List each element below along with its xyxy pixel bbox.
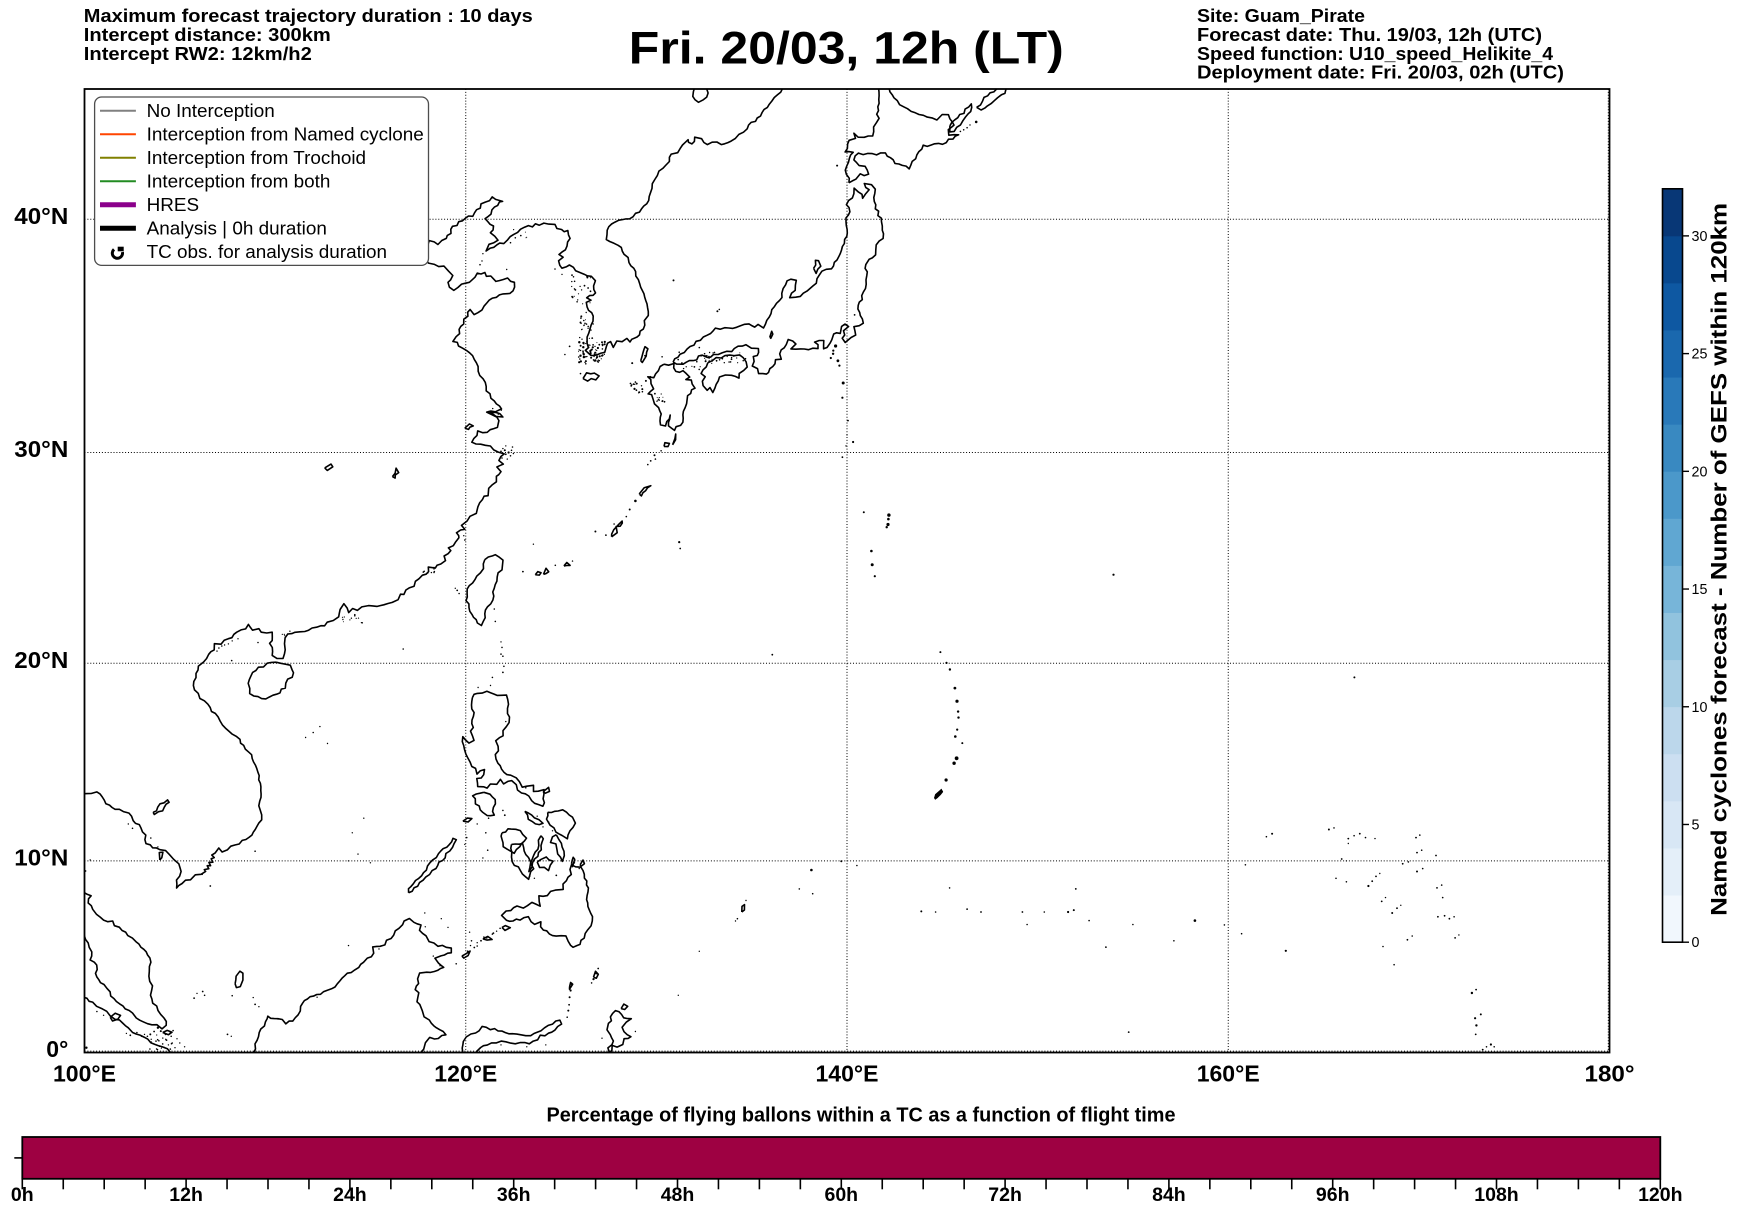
svg-text:Interception from Named cyclon: Interception from Named cyclone bbox=[147, 125, 424, 146]
svg-text:Named cyclones forecast - Numb: Named cyclones forecast - Number of GEFS… bbox=[1707, 203, 1732, 916]
svg-text:24h: 24h bbox=[333, 1184, 367, 1206]
svg-text:180°: 180° bbox=[1585, 1060, 1635, 1086]
svg-text:60h: 60h bbox=[824, 1184, 858, 1206]
svg-text:160°E: 160°E bbox=[1197, 1060, 1260, 1086]
svg-text:0°: 0° bbox=[46, 1036, 68, 1062]
svg-text:Analysis | 0h duration: Analysis | 0h duration bbox=[147, 219, 327, 240]
svg-text:12h: 12h bbox=[169, 1184, 203, 1206]
svg-text:Site: Guam_Pirate: Site: Guam_Pirate bbox=[1197, 5, 1365, 26]
svg-text:120°E: 120°E bbox=[434, 1060, 497, 1086]
svg-text:TC obs. for analysis duration: TC obs. for analysis duration bbox=[147, 242, 387, 263]
svg-text:40°N: 40°N bbox=[14, 203, 68, 229]
svg-text:Maximum forecast trajectory du: Maximum forecast trajectory duration : 1… bbox=[84, 5, 533, 26]
svg-text:48h: 48h bbox=[661, 1184, 695, 1206]
svg-text:No Interception: No Interception bbox=[147, 101, 275, 122]
svg-text:10: 10 bbox=[1692, 700, 1708, 716]
svg-text:Fri. 20/03, 12h (LT): Fri. 20/03, 12h (LT) bbox=[629, 23, 1064, 74]
svg-text:30: 30 bbox=[1692, 229, 1708, 245]
svg-text:120h: 120h bbox=[1638, 1184, 1682, 1206]
svg-text:84h: 84h bbox=[1152, 1184, 1186, 1206]
svg-text:Intercept distance: 300km: Intercept distance: 300km bbox=[84, 24, 331, 45]
svg-text:96h: 96h bbox=[1316, 1184, 1350, 1206]
svg-text:20: 20 bbox=[1692, 464, 1708, 480]
svg-text:15: 15 bbox=[1692, 582, 1708, 598]
svg-text:Intercept RW2: 12km/h2: Intercept RW2: 12km/h2 bbox=[84, 43, 312, 64]
svg-text:36h: 36h bbox=[497, 1184, 531, 1206]
svg-text:30°N: 30°N bbox=[14, 436, 68, 462]
svg-text:Interception from Trochoid: Interception from Trochoid bbox=[147, 148, 366, 169]
svg-text:108h: 108h bbox=[1474, 1184, 1518, 1206]
svg-text:10°N: 10°N bbox=[14, 845, 68, 871]
svg-text:Speed function: U10_speed_Heli: Speed function: U10_speed_Helikite_4 bbox=[1197, 43, 1554, 64]
svg-text:Percentage of flying ballons w: Percentage of flying ballons within a TC… bbox=[547, 1105, 1176, 1127]
svg-text:5: 5 bbox=[1692, 818, 1700, 834]
svg-text:Deployment date: Fri. 20/03, 0: Deployment date: Fri. 20/03, 02h (UTC) bbox=[1197, 62, 1564, 83]
svg-text:25: 25 bbox=[1692, 347, 1708, 363]
svg-text:HRES: HRES bbox=[147, 195, 199, 216]
svg-text:Forecast date: Thu. 19/03, 12h: Forecast date: Thu. 19/03, 12h (UTC) bbox=[1197, 24, 1542, 45]
svg-text:0h: 0h bbox=[11, 1184, 34, 1206]
svg-text:20°N: 20°N bbox=[14, 647, 68, 673]
svg-text:Interception from both: Interception from both bbox=[147, 172, 331, 193]
svg-text:100°E: 100°E bbox=[53, 1060, 116, 1086]
svg-text:140°E: 140°E bbox=[816, 1060, 879, 1086]
svg-text:0: 0 bbox=[1692, 935, 1700, 951]
svg-text:72h: 72h bbox=[988, 1184, 1022, 1206]
